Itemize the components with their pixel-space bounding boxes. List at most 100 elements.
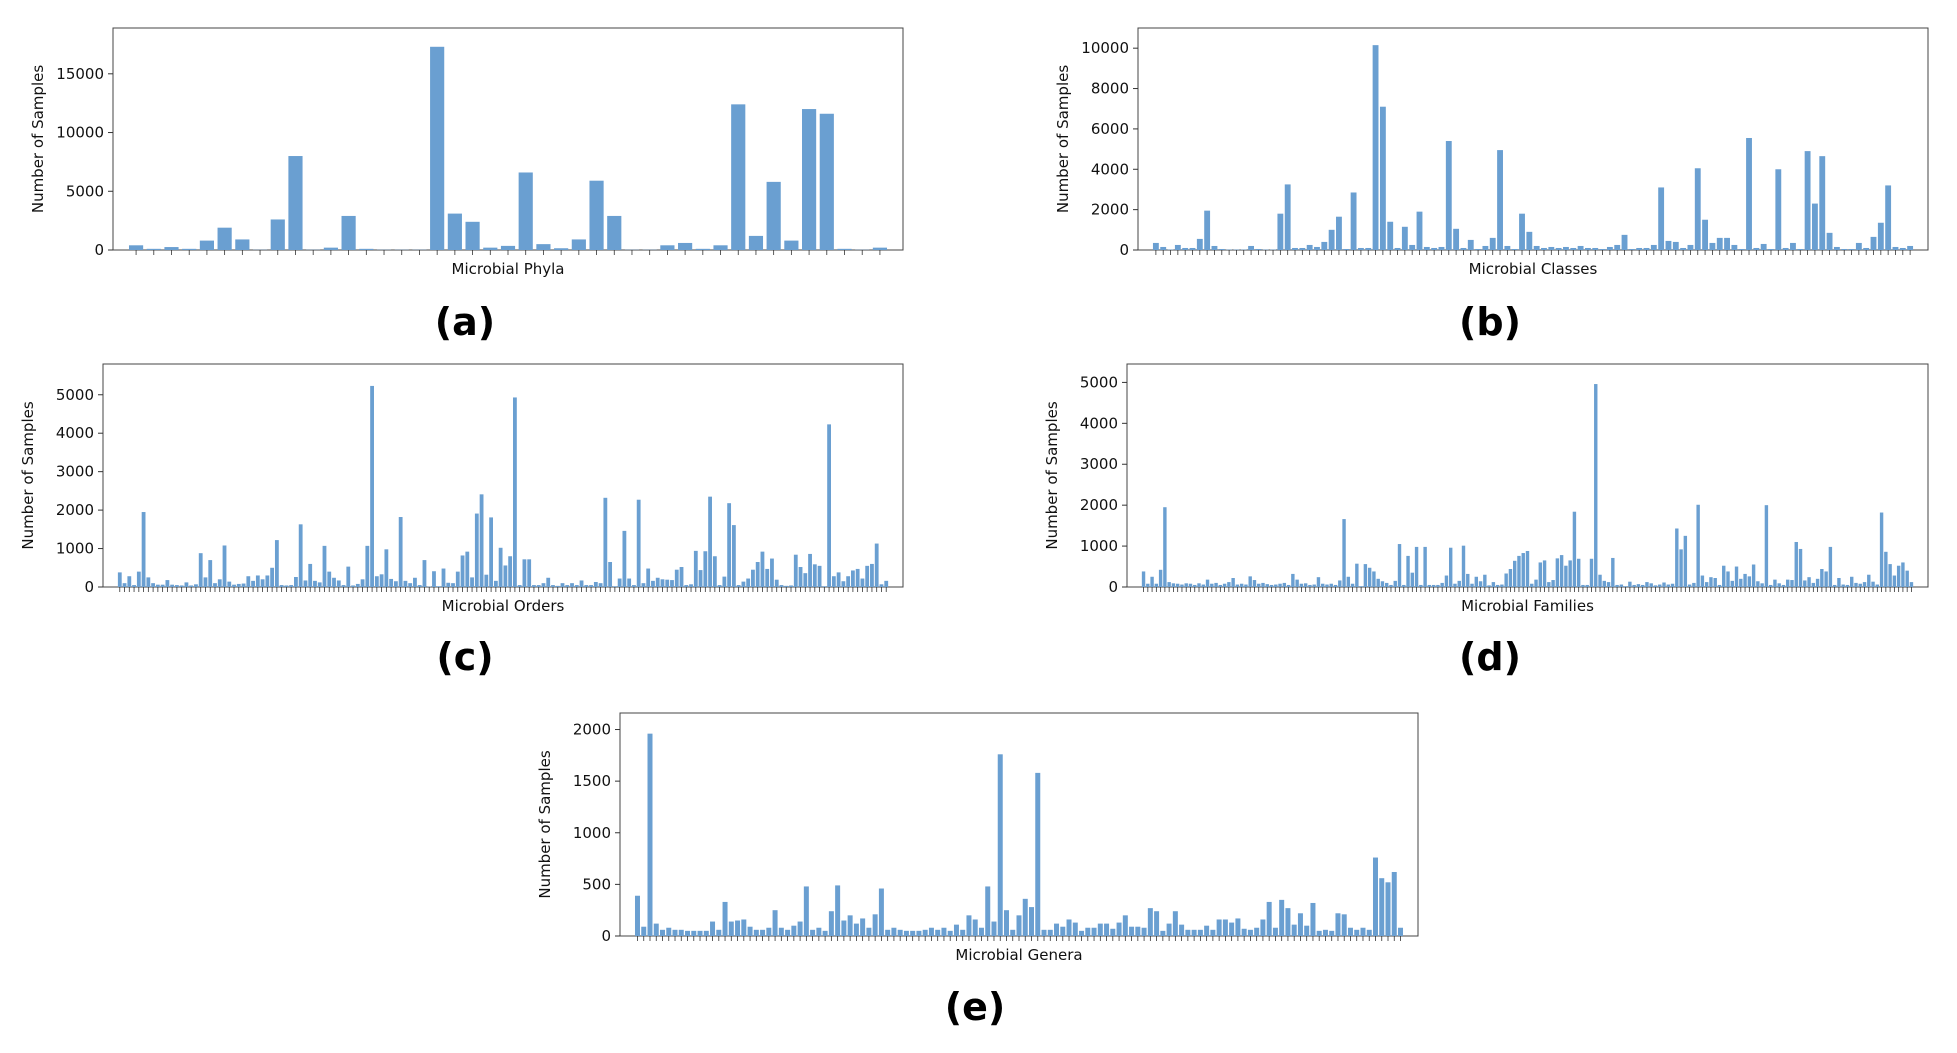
bar — [1154, 911, 1160, 936]
bar — [1548, 246, 1555, 250]
bar — [1357, 247, 1364, 250]
bar — [627, 578, 632, 587]
bar — [446, 582, 451, 587]
bar — [1079, 930, 1085, 936]
bar — [1284, 184, 1291, 250]
bar — [1241, 928, 1247, 936]
bar — [441, 568, 446, 587]
y-tick-label: 0 — [601, 927, 611, 945]
bar — [365, 545, 370, 587]
bar — [374, 576, 379, 587]
bar — [500, 245, 516, 250]
bar — [1746, 137, 1752, 250]
bar — [1097, 923, 1103, 936]
bar — [164, 247, 179, 250]
bar — [1239, 583, 1244, 587]
bar — [298, 524, 303, 587]
bar — [323, 247, 338, 250]
bar — [665, 579, 670, 587]
bar — [1470, 583, 1474, 587]
bar — [870, 563, 874, 587]
bar — [1570, 247, 1577, 250]
bar — [182, 248, 197, 250]
bar — [1614, 244, 1621, 250]
panel-label: (a) — [435, 300, 495, 344]
bar — [1343, 248, 1350, 250]
bar — [841, 581, 846, 587]
bar — [772, 910, 778, 936]
bar — [1848, 248, 1855, 250]
bar — [1312, 584, 1316, 587]
panel-label: (d) — [1459, 635, 1521, 679]
bar — [308, 563, 313, 587]
bar — [1257, 583, 1261, 587]
bar — [1867, 574, 1871, 587]
bar — [346, 566, 351, 587]
bar — [1010, 929, 1016, 936]
bar — [1820, 569, 1824, 587]
bar — [179, 585, 184, 587]
bar — [1636, 584, 1641, 587]
bar — [1419, 584, 1423, 587]
bar — [360, 579, 365, 587]
bar — [1786, 579, 1790, 587]
bar — [1440, 582, 1444, 587]
bar — [1091, 927, 1097, 936]
bar — [1295, 579, 1299, 587]
bar — [1517, 555, 1521, 587]
bar — [132, 585, 136, 587]
bar — [960, 929, 966, 936]
bar — [837, 248, 852, 250]
bar — [393, 581, 398, 587]
bar — [1564, 565, 1568, 587]
bar — [828, 911, 834, 936]
bar — [1379, 878, 1385, 936]
bar — [1870, 236, 1877, 250]
bar — [1410, 572, 1415, 587]
bar — [1594, 384, 1598, 587]
bar — [674, 569, 679, 587]
bar — [1497, 150, 1503, 250]
panel-label: (c) — [436, 635, 493, 679]
bar — [897, 929, 903, 936]
bar — [1487, 585, 1491, 587]
bar — [1211, 245, 1218, 250]
bar — [1474, 576, 1479, 587]
bar — [117, 572, 122, 587]
bar — [1445, 141, 1452, 250]
bar — [1066, 919, 1072, 936]
bar — [560, 583, 565, 587]
bar — [403, 580, 408, 587]
y-axis-label: Number of Samples — [536, 750, 554, 898]
bar — [713, 245, 728, 250]
bar — [336, 580, 341, 587]
bar — [217, 579, 222, 587]
bar — [227, 581, 232, 587]
bar — [1619, 584, 1624, 587]
bar — [916, 930, 922, 936]
bar — [941, 927, 947, 936]
bar — [655, 577, 660, 587]
bar — [1777, 583, 1781, 587]
bar — [922, 929, 928, 936]
bar — [1274, 584, 1278, 587]
bar — [532, 585, 536, 587]
bar — [779, 585, 784, 587]
bar — [1803, 580, 1807, 587]
x-axis-label: Microbial Phyla — [452, 260, 565, 278]
bar — [1380, 581, 1385, 587]
bar — [1504, 245, 1511, 250]
bar — [408, 583, 413, 587]
bar — [1431, 584, 1436, 587]
bar — [1713, 578, 1717, 587]
bar — [1193, 584, 1197, 587]
bar — [489, 517, 493, 587]
bar — [802, 109, 817, 250]
bar — [1336, 216, 1342, 250]
bar — [1338, 580, 1342, 587]
bar — [1811, 582, 1816, 587]
bar — [1196, 238, 1203, 250]
bar — [731, 525, 736, 587]
y-tick-label: 2000 — [1080, 496, 1118, 514]
